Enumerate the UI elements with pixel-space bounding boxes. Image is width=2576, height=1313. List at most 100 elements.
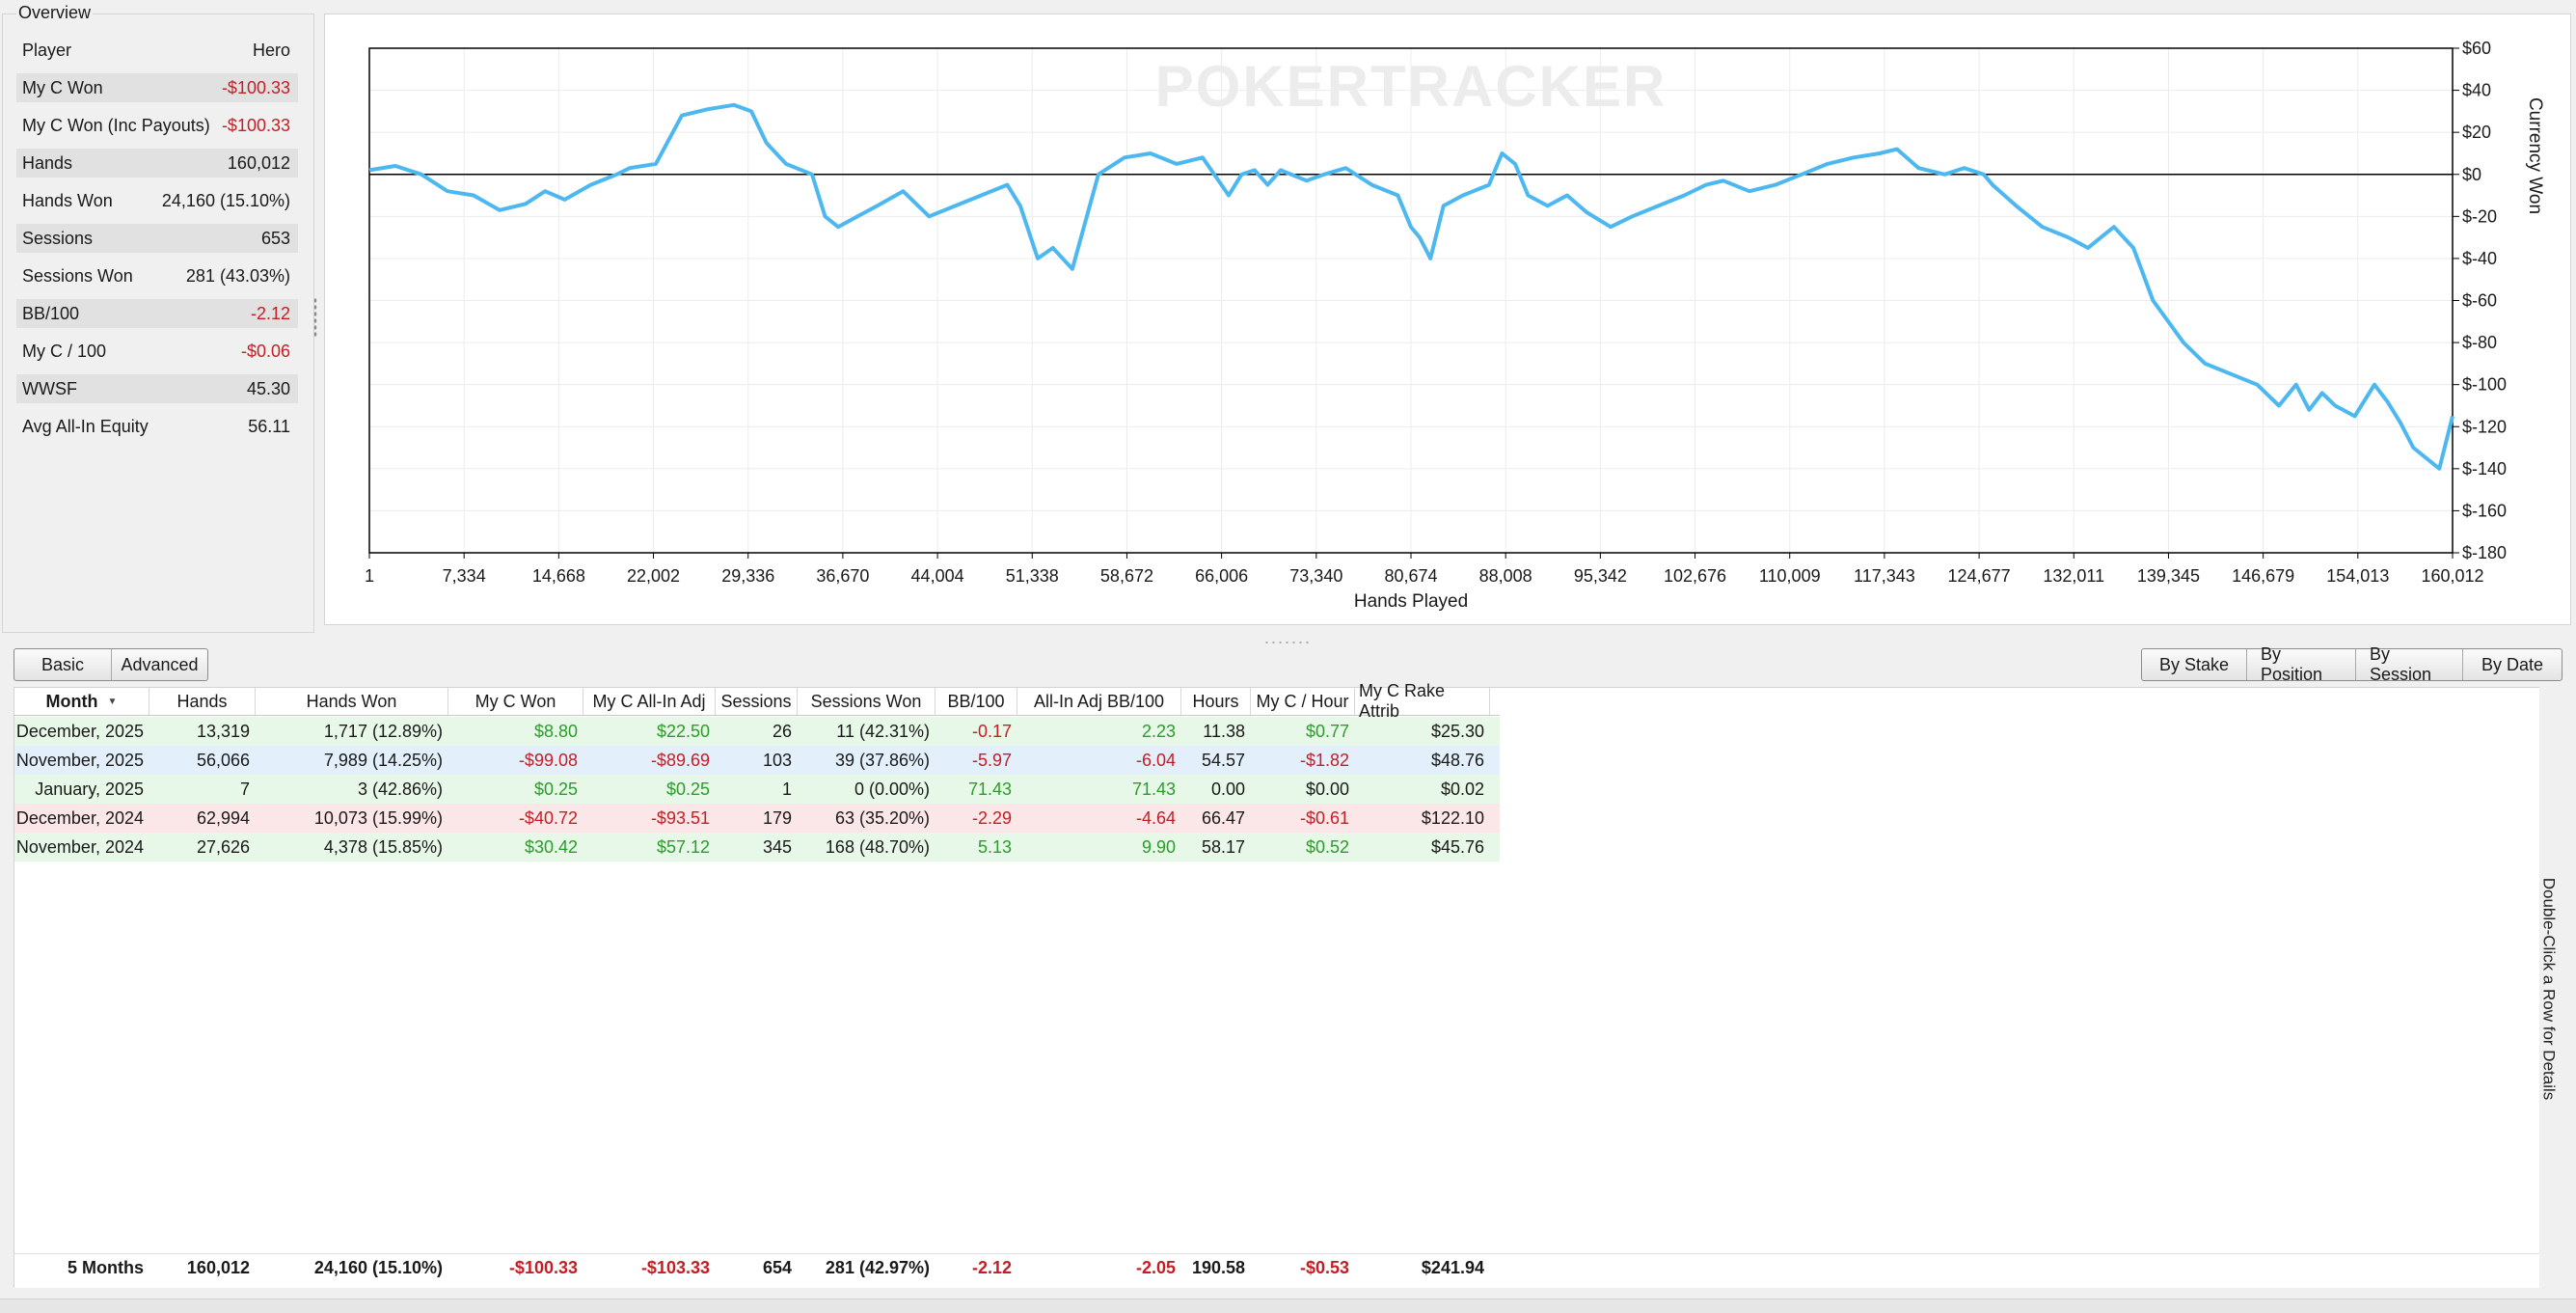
table-cell: 190.58	[1191, 1257, 1245, 1277]
table-cell: $0.77	[1305, 721, 1349, 741]
table-cell: 168 (48.70%)	[825, 836, 930, 857]
x-tick-label: 73,340	[1289, 566, 1342, 586]
results-table: Month ▼ Hands Hands Won My C Won My C All-In …	[14, 681, 2539, 1288]
overview-row: My C Won -$100.33	[16, 73, 298, 102]
y-tick-label: $-20	[2462, 206, 2497, 226]
table-cell: $8.80	[533, 721, 578, 741]
table-row[interactable]: November, 2024 27,626 4,378 (15.85%) $30.42…	[14, 833, 1500, 862]
table-cell: -5.97	[971, 750, 1012, 770]
column-header-label: My C / Hour	[1256, 691, 1349, 711]
column-header[interactable]: My C Won	[448, 688, 583, 715]
y-tick-label: $20	[2462, 123, 2491, 142]
y-tick-label: $-180	[2462, 543, 2507, 562]
table-cell: $25.30	[1430, 721, 1484, 741]
overview-row-value: 281 (43.03%)	[185, 265, 290, 286]
by-stake-button[interactable]: By Stake	[2158, 654, 2230, 674]
overview-row: Sessions 653	[16, 224, 298, 253]
basic-button[interactable]: Basic	[41, 654, 84, 674]
status-bar	[0, 1299, 2576, 1313]
table-cell: 160,012	[186, 1257, 250, 1277]
table-cell: 71.43	[967, 779, 1012, 799]
x-tick-label: 66,006	[1195, 566, 1248, 586]
overview-row: Avg All-In Equity 56.11	[16, 412, 298, 441]
overview-row-label: Hands	[22, 152, 73, 173]
y-tick-label: $-100	[2462, 375, 2507, 395]
column-header[interactable]: Hands Won	[256, 688, 448, 715]
advanced-button[interactable]: Advanced	[111, 649, 207, 680]
table-cell: $22.50	[656, 721, 710, 741]
table-cell: -2.12	[971, 1257, 1012, 1277]
table-cell: 1	[781, 779, 792, 799]
x-tick-label: 51,338	[1006, 566, 1059, 586]
by-position-button[interactable]: By Position	[2246, 644, 2355, 684]
table-row[interactable]: December, 2024 62,994 10,073 (15.99%) -$40.…	[14, 804, 1500, 833]
column-header[interactable]: Sessions Won	[798, 688, 935, 715]
winnings-line-chart: POKERTRACKER 1 7,334 14,668 22,002 29,336 36,6…	[365, 39, 2545, 612]
by-session-button[interactable]: By Session	[2355, 644, 2462, 684]
column-header[interactable]: My C Rake Attrib	[1355, 681, 1490, 721]
table-header: Month ▼ Hands Hands Won My C Won My C All-In …	[14, 681, 1500, 721]
side-hint: Double-Click a Row for Details	[2538, 873, 2558, 1105]
table-total-row[interactable]: 5 Months 160,012 24,160 (15.10%) -$100.33 -$…	[14, 1253, 1500, 1282]
overview-row: Hands 160,012	[16, 149, 298, 178]
table-cell: 58.17	[1201, 836, 1245, 857]
table-cell: -$0.61	[1299, 807, 1349, 828]
table-cell: 27,626	[196, 836, 250, 857]
table-row[interactable]: November, 2025 56,066 7,989 (14.25%) -$99.0…	[14, 746, 1500, 775]
table-cell: 10,073 (15.99%)	[313, 807, 443, 828]
column-header[interactable]: Month ▼	[14, 688, 149, 715]
overview-row-value: 24,160 (15.10%)	[161, 190, 290, 210]
column-header[interactable]: All-In Adj BB/100	[1017, 688, 1181, 715]
overview-header-row: Player Hero	[16, 36, 298, 65]
table-cell: 24,160 (15.10%)	[313, 1257, 443, 1277]
column-header[interactable]: BB/100	[935, 688, 1017, 715]
table-cell: December, 2025	[15, 721, 144, 741]
column-header-label: Sessions Won	[810, 691, 922, 711]
column-header[interactable]: My C All-In Adj	[583, 688, 716, 715]
table-cell: $57.12	[656, 836, 710, 857]
table-cell: 103	[762, 750, 792, 770]
overview-header-label: Player	[22, 40, 72, 60]
overview-row: BB/100 -2.12	[16, 299, 298, 328]
overview-row-label: Sessions	[22, 228, 94, 248]
x-tick-label: 88,008	[1479, 566, 1532, 586]
x-tick-label: 139,345	[2137, 566, 2200, 586]
chart-watermark: POKERTRACKER	[1155, 54, 1668, 119]
winnings-chart-panel: POKERTRACKER 1 7,334 14,668 22,002 29,336 36,6…	[324, 14, 2571, 625]
x-tick-label: 22,002	[627, 566, 680, 586]
column-header-label: All-In Adj BB/100	[1033, 691, 1165, 711]
table-cell: 7	[239, 779, 250, 799]
overview-header-value: Hero	[252, 40, 290, 60]
by-date-button[interactable]: By Date	[2462, 649, 2562, 680]
column-header-label: Sessions	[720, 691, 792, 711]
overview-row: Sessions Won 281 (43.03%)	[16, 261, 298, 290]
overview-row-value: 653	[260, 228, 290, 248]
overview-row-value: -$100.33	[221, 115, 290, 135]
x-tick-label: 7,334	[443, 566, 486, 586]
table-cell: 5.13	[977, 836, 1012, 857]
table-cell: -$93.51	[650, 807, 710, 828]
column-header[interactable]: Sessions	[716, 688, 798, 715]
y-tick-label: $-60	[2462, 291, 2497, 311]
table-row[interactable]: January, 2025 7 3 (42.86%) $0.25 $0.25 1 0 (0.…	[14, 775, 1500, 804]
overview-row-label: My C / 100	[22, 341, 107, 361]
table-cell: -$99.08	[518, 750, 578, 770]
column-header[interactable]: Hours	[1181, 688, 1251, 715]
x-axis-label: Hands Played	[1354, 591, 1468, 612]
column-header[interactable]: Hands	[149, 688, 256, 715]
x-tick-label: 160,012	[2421, 566, 2483, 586]
table-cell: 0.00	[1210, 779, 1245, 799]
sort-descending-icon: ▼	[107, 696, 118, 707]
column-header[interactable]: My C / Hour	[1251, 688, 1355, 715]
table-cell: 11.38	[1203, 721, 1245, 741]
column-header-label: Hands	[176, 691, 228, 711]
horizontal-splitter-handle[interactable]	[1263, 641, 1312, 644]
table-row[interactable]: December, 2025 13,319 1,717 (12.89%) $8.80 $…	[14, 717, 1500, 746]
table-cell: -$103.33	[640, 1257, 710, 1277]
overview-row-label: Avg All-In Equity	[22, 416, 149, 436]
table-cell: 345	[762, 836, 792, 857]
x-tick-label: 80,674	[1384, 566, 1437, 586]
vertical-splitter-handle[interactable]	[313, 297, 317, 338]
table-cell: -2.05	[1135, 1257, 1176, 1277]
x-tick-label: 154,013	[2326, 566, 2389, 586]
